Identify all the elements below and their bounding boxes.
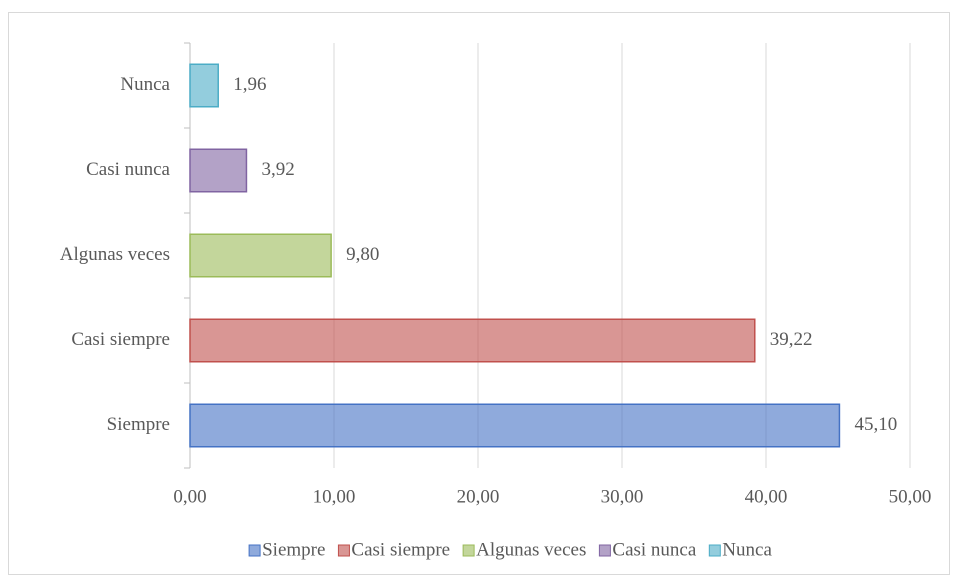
legend-label: Casi siempre bbox=[351, 539, 450, 560]
legend-swatch bbox=[708, 544, 721, 557]
data-label: 1,96 bbox=[233, 74, 266, 95]
data-label: 39,22 bbox=[770, 329, 813, 350]
y-tick-label: Nunca bbox=[120, 74, 170, 95]
y-tick-label: Casi siempre bbox=[71, 329, 170, 350]
data-label: 45,10 bbox=[854, 414, 897, 435]
legend-label: Casi nunca bbox=[612, 539, 696, 560]
data-label: 9,80 bbox=[346, 244, 379, 265]
legend-label: Nunca bbox=[722, 539, 772, 560]
bar bbox=[189, 318, 756, 363]
y-tick-label: Algunas veces bbox=[60, 244, 170, 265]
x-tick-label: 50,00 bbox=[889, 486, 932, 507]
bar bbox=[189, 148, 248, 193]
x-tick-label: 40,00 bbox=[745, 486, 788, 507]
data-label: 3,92 bbox=[261, 159, 294, 180]
bar bbox=[189, 63, 219, 108]
x-tick-label: 0,00 bbox=[173, 486, 206, 507]
legend-label: Siempre bbox=[262, 539, 325, 560]
legend-swatch bbox=[462, 544, 475, 557]
x-tick-label: 20,00 bbox=[457, 486, 500, 507]
x-tick-label: 30,00 bbox=[601, 486, 644, 507]
legend-swatch bbox=[248, 544, 261, 557]
y-tick-label: Siempre bbox=[107, 414, 170, 435]
x-tick-label: 10,00 bbox=[313, 486, 356, 507]
chart-frame bbox=[8, 12, 950, 575]
legend-swatch bbox=[598, 544, 611, 557]
legend-swatch bbox=[337, 544, 350, 557]
legend-label: Algunas veces bbox=[476, 539, 586, 560]
y-tick-label: Casi nunca bbox=[86, 159, 170, 180]
bar bbox=[189, 403, 841, 448]
bar bbox=[189, 233, 332, 278]
